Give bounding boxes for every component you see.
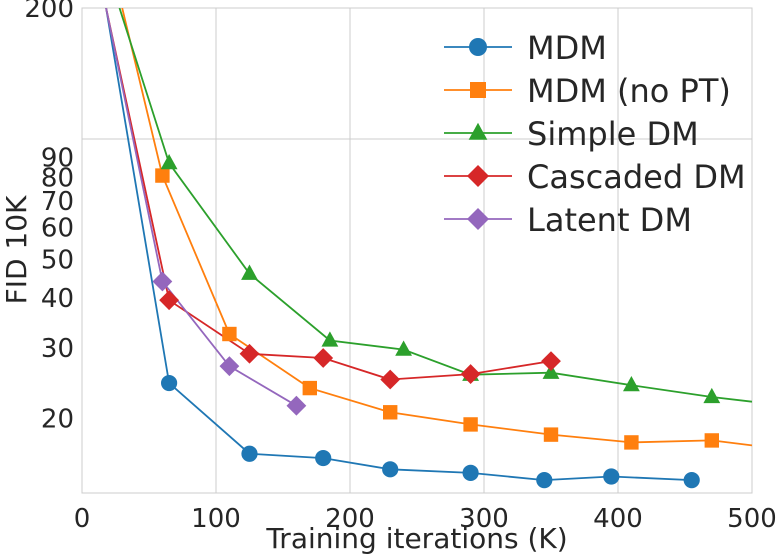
x-axis-label: Training iterations (K) (265, 522, 567, 555)
data-point-latent-dm (219, 356, 240, 377)
series-line-mdm-no-pt (121, 8, 752, 447)
legend-marker (468, 122, 488, 140)
x-tick-label: 400 (593, 504, 643, 534)
data-point-simple-dm (542, 363, 560, 379)
legend-entry-cascaded-dm: Cascaded DM (444, 158, 746, 196)
data-point-mdm (315, 449, 332, 467)
y-tick-label: 90 (41, 143, 74, 173)
data-point-mdm (683, 472, 700, 489)
data-point-mdm-no-pt (624, 435, 639, 450)
data-point-mdm-no-pt (543, 427, 559, 442)
x-tick-label: 300 (459, 504, 509, 534)
data-point-simple-dm (703, 387, 721, 404)
data-point-simple-dm (622, 375, 640, 392)
y-tick-label: 80 (41, 164, 74, 194)
data-point-mdm (241, 445, 258, 462)
y-tick-label: 70 (41, 187, 74, 217)
y-tick-label: 20 (41, 404, 74, 434)
y-tick-label: 50 (41, 245, 74, 275)
legend-marker (467, 208, 489, 230)
legend: MDM MDM (no PT) Simple DM Cascaded DM Latent… (444, 29, 746, 239)
y-tick-label: 40 (41, 284, 74, 314)
series-line-simple-dm (118, 8, 752, 403)
y-tick-label: 60 (41, 214, 74, 244)
data-point-cascaded-dm (380, 369, 401, 390)
x-tick-label: 200 (325, 504, 375, 534)
legend-marker (467, 165, 489, 187)
legend-marker (469, 38, 487, 56)
data-point-mdm-no-pt (222, 326, 237, 342)
data-point-simple-dm (321, 331, 339, 347)
data-point-cascaded-dm (313, 348, 334, 368)
data-point-mdm (536, 472, 553, 489)
legend-label: Simple DM (527, 115, 699, 153)
legend-label: MDM (527, 29, 607, 67)
data-point-mdm (462, 464, 479, 481)
series-line-latent-dm (105, 8, 297, 407)
data-point-cascaded-dm (239, 343, 260, 364)
data-point-simple-dm (241, 264, 258, 280)
x-tick-label: 0 (74, 504, 91, 534)
legend-entry-mdm-no-pt: MDM (no PT) (444, 72, 731, 110)
y-axis-label: FID 10K (0, 195, 33, 304)
x-tick-label: 500 (727, 504, 777, 534)
data-point-cascaded-dm (159, 290, 179, 311)
marker-layer (152, 153, 721, 489)
data-point-cascaded-dm (460, 364, 481, 384)
data-point-cascaded-dm (541, 351, 561, 372)
legend-entry-simple-dm: Simple DM (444, 115, 699, 153)
legend-entry-mdm: MDM (444, 29, 607, 67)
data-point-simple-dm (160, 153, 178, 170)
legend-label: Latent DM (527, 201, 692, 239)
legend-entry-latent-dm: Latent DM (444, 201, 692, 239)
y-tick-label: 200 (24, 0, 74, 24)
data-point-latent-dm (152, 271, 173, 292)
data-point-mdm (161, 374, 178, 392)
legend-marker (470, 82, 486, 98)
y-tick-label: 30 (41, 334, 74, 364)
data-point-mdm-no-pt (704, 433, 719, 448)
data-point-mdm-no-pt (302, 380, 317, 396)
data-point-mdm-no-pt (383, 405, 398, 420)
data-point-mdm (382, 461, 399, 478)
legend-label: MDM (no PT) (527, 72, 731, 110)
data-point-mdm-no-pt (155, 168, 170, 183)
data-point-simple-dm (395, 340, 413, 356)
data-point-mdm-no-pt (463, 417, 478, 432)
x-tick-label: 100 (191, 504, 241, 534)
data-point-latent-dm (286, 395, 307, 416)
data-point-mdm (603, 468, 620, 485)
legend-label: Cascaded DM (527, 158, 746, 196)
